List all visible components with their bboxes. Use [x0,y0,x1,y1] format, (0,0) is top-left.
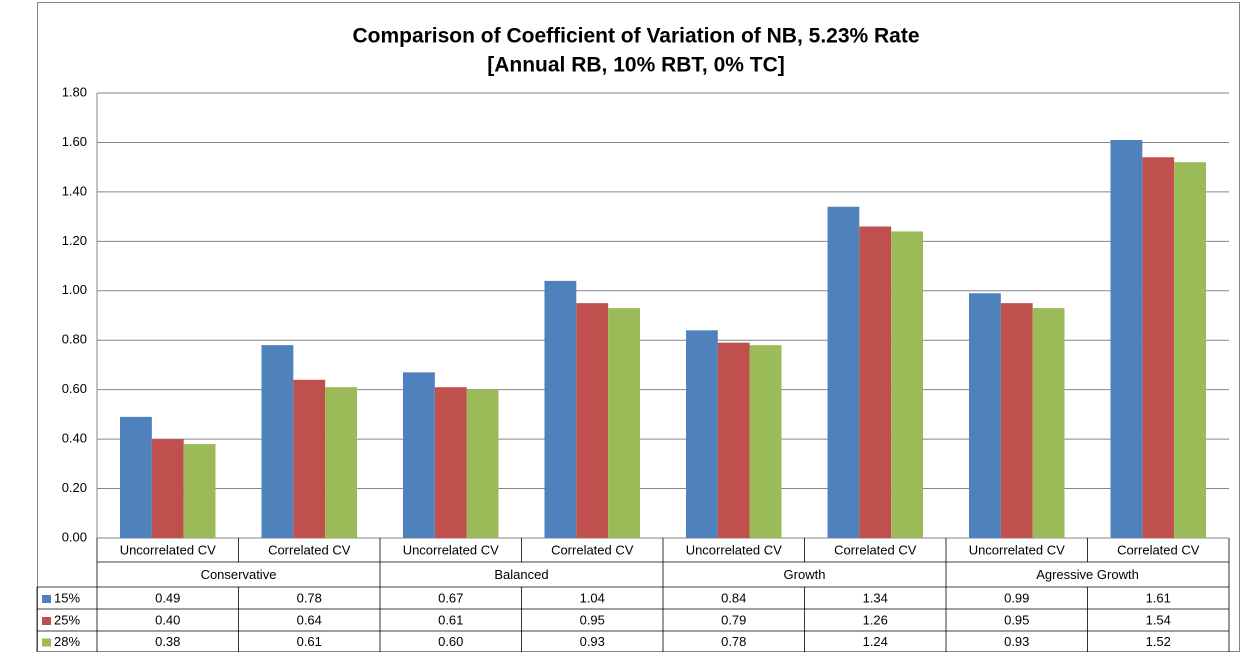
x-tick-label: Correlated CV [268,542,351,557]
bar [119,416,152,538]
legend-key [42,617,51,625]
data-table-value: 0.38 [155,634,180,649]
data-table-value: 0.99 [1004,590,1029,605]
data-table-value: 1.54 [1146,612,1171,627]
chart-subtitle: [Annual RB, 10% RBT, 0% TC] [487,54,785,77]
bar [261,345,294,538]
data-table-value: 0.78 [721,634,746,649]
data-table-value: 1.61 [1146,590,1171,605]
x-tick-label: Correlated CV [551,542,634,557]
data-table-value: 1.34 [863,590,888,605]
bar [183,444,216,538]
legend-key [42,595,51,603]
legend-label: 28% [54,634,80,649]
bar [1110,139,1143,538]
x-tick-label: Uncorrelated CV [969,542,1065,557]
y-tick-label: 1.00 [62,282,87,297]
bar [1142,157,1175,538]
legend-label: 25% [54,612,80,627]
bar [151,439,184,538]
data-table-value: 0.79 [721,612,746,627]
group-label: Conservative [201,567,277,582]
bar [544,280,577,538]
bar [685,330,718,538]
data-table-value: 0.60 [438,634,463,649]
bar [466,389,499,538]
y-tick-label: 1.20 [62,233,87,248]
legend-label: 15% [54,590,80,605]
data-table-value: 0.64 [297,612,322,627]
y-tick-label: 0.00 [62,529,87,544]
y-tick-label: 1.60 [62,134,87,149]
group-label: Balanced [494,567,548,582]
bar [293,379,326,538]
data-table-value: 0.95 [1004,612,1029,627]
bar [859,226,892,538]
bar [1032,308,1065,538]
bar [608,308,641,538]
data-table-value: 0.95 [580,612,605,627]
data-table-value: 0.93 [580,634,605,649]
bar [749,345,782,538]
data-table-value: 0.93 [1004,634,1029,649]
bar [1000,303,1033,538]
data-table-value: 0.40 [155,612,180,627]
y-tick-label: 0.20 [62,480,87,495]
group-label: Growth [784,567,826,582]
y-tick-label: 0.40 [62,431,87,446]
group-label: Agressive Growth [1036,567,1139,582]
chart-title: Comparison of Coefficient of Variation o… [352,25,919,48]
y-tick-label: 0.60 [62,381,87,396]
x-tick-label: Uncorrelated CV [403,542,499,557]
x-tick-label: Uncorrelated CV [120,542,216,557]
bar [968,293,1001,538]
data-table-value: 0.61 [438,612,463,627]
x-tick-label: Uncorrelated CV [686,542,782,557]
y-tick-label: 0.80 [62,332,87,347]
data-table-value: 1.24 [863,634,888,649]
data-table-value: 0.78 [297,590,322,605]
data-table-value: 0.84 [721,590,746,605]
data-table-value: 1.26 [863,612,888,627]
bar [827,206,860,538]
x-tick-label: Correlated CV [834,542,917,557]
bar [1174,162,1207,538]
data-table-value: 0.49 [155,590,180,605]
x-tick-label: Correlated CV [1117,542,1200,557]
data-table-value: 1.04 [580,590,605,605]
data-table-value: 0.67 [438,590,463,605]
bar [402,372,435,538]
bar [434,387,467,538]
data-table-value: 1.52 [1146,634,1171,649]
bar [891,231,924,538]
bar [576,303,609,538]
y-tick-label: 1.80 [62,84,87,99]
bar [717,342,750,538]
legend-key [42,638,51,647]
data-table-value: 0.61 [297,634,322,649]
bar [325,387,358,538]
y-tick-label: 1.40 [62,183,87,198]
